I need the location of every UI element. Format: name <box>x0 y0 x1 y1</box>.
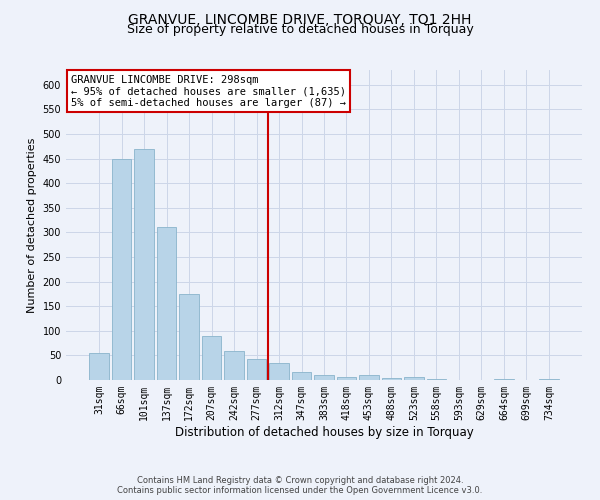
Bar <box>89 353 109 380</box>
Bar <box>382 378 401 380</box>
Bar <box>359 375 379 380</box>
X-axis label: Distribution of detached houses by size in Torquay: Distribution of detached houses by size … <box>175 426 473 438</box>
Bar <box>337 376 356 380</box>
Bar <box>224 352 244 380</box>
Bar <box>134 148 154 380</box>
Bar <box>404 376 424 380</box>
Text: GRANVUE LINCOMBE DRIVE: 298sqm
← 95% of detached houses are smaller (1,635)
5% o: GRANVUE LINCOMBE DRIVE: 298sqm ← 95% of … <box>71 74 346 108</box>
Bar <box>179 294 199 380</box>
Bar <box>314 375 334 380</box>
Text: Contains HM Land Registry data © Crown copyright and database right 2024.
Contai: Contains HM Land Registry data © Crown c… <box>118 476 482 495</box>
Bar <box>247 359 266 380</box>
Bar <box>157 228 176 380</box>
Bar <box>494 378 514 380</box>
Bar <box>112 158 131 380</box>
Bar <box>202 336 221 380</box>
Text: GRANVUE, LINCOMBE DRIVE, TORQUAY, TQ1 2HH: GRANVUE, LINCOMBE DRIVE, TORQUAY, TQ1 2H… <box>128 12 472 26</box>
Bar <box>427 379 446 380</box>
Bar <box>292 372 311 380</box>
Bar <box>539 379 559 380</box>
Bar <box>269 363 289 380</box>
Y-axis label: Number of detached properties: Number of detached properties <box>27 138 37 312</box>
Text: Size of property relative to detached houses in Torquay: Size of property relative to detached ho… <box>127 22 473 36</box>
